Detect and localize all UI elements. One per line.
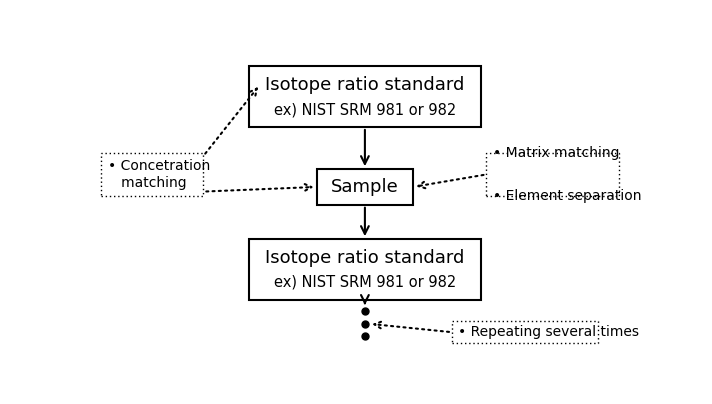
Text: Sample: Sample bbox=[331, 178, 399, 196]
Bar bbox=[249, 66, 481, 127]
Bar bbox=[249, 239, 481, 300]
Text: • Matrix matching

• Element separation: • Matrix matching • Element separation bbox=[493, 146, 642, 203]
Text: Isotope ratio standard: Isotope ratio standard bbox=[265, 76, 465, 94]
Text: ex) NIST SRM 981 or 982: ex) NIST SRM 981 or 982 bbox=[274, 102, 456, 117]
Bar bbox=[101, 153, 204, 196]
Text: • Concetration
   matching: • Concetration matching bbox=[108, 159, 210, 189]
Text: • Repeating several times: • Repeating several times bbox=[459, 325, 639, 339]
Text: Isotope ratio standard: Isotope ratio standard bbox=[265, 248, 465, 267]
Text: ex) NIST SRM 981 or 982: ex) NIST SRM 981 or 982 bbox=[274, 275, 456, 290]
Bar bbox=[452, 321, 598, 343]
Bar bbox=[486, 153, 619, 196]
Bar bbox=[317, 169, 413, 205]
